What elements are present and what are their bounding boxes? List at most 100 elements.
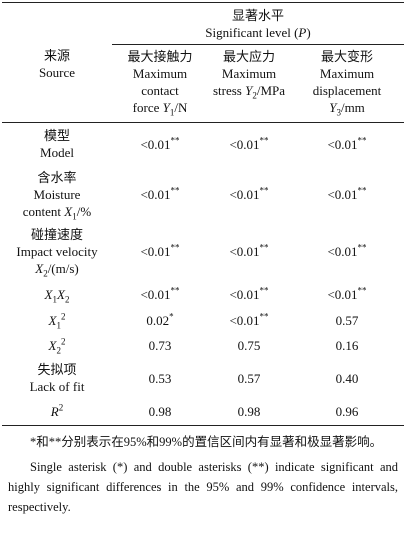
text-segment: 1	[56, 320, 61, 331]
cell-line: <0.01**	[290, 286, 404, 303]
cell-line: <0.01**	[208, 136, 290, 153]
cell-line: <0.01**	[290, 136, 404, 153]
cell-line: 0.40	[290, 370, 404, 387]
text-segment: <0.01	[140, 244, 171, 259]
cell-line: 0.53	[112, 370, 208, 387]
text-segment: 2	[60, 311, 66, 322]
text-segment: <0.01	[229, 312, 260, 328]
table-cell: 0.57	[208, 358, 290, 399]
table-row: X12 0.02* <0.01** 0.57	[2, 308, 404, 333]
text-segment: 0.75	[237, 337, 261, 353]
text-segment: **	[259, 135, 269, 146]
text-segment: 最大接触力	[127, 49, 193, 64]
text-segment: <0.01	[229, 136, 260, 152]
table-cell: <0.01**	[112, 281, 208, 308]
cell-line: 0.96	[290, 403, 404, 420]
text-segment: Maximum	[221, 66, 277, 81]
text-segment: 含水率	[37, 169, 77, 185]
header-row: 最大接触力 Maximum contact force Y1/N 最大应力 Maximum…	[2, 44, 405, 123]
cell-line: 0.98	[208, 403, 290, 420]
text-segment: 2	[56, 345, 61, 356]
text-segment: /N	[174, 100, 188, 115]
cell-line: Lack of fit	[2, 378, 112, 395]
text-segment: <0.01	[327, 244, 358, 259]
text-segment: Y	[329, 100, 337, 115]
row-source: 模型 Model	[2, 123, 112, 166]
text-segment: Moisture	[33, 186, 81, 202]
text-segment: content	[22, 203, 65, 219]
text-segment: 2	[43, 268, 48, 279]
table-cell: <0.01**	[208, 308, 290, 333]
text-segment: contact	[141, 83, 179, 98]
table-row: 含水率 Moisture content X1/% <0.01** <0.01** <0.…	[2, 166, 404, 223]
cell-line: contact	[112, 82, 208, 99]
table-row: 模型 Model <0.01** <0.01** <0.01**	[2, 123, 404, 166]
table-cell: <0.01**	[208, 281, 290, 308]
cell-line: displacement	[290, 82, 404, 99]
text-segment: 失拟项	[37, 362, 77, 377]
text-segment: Maximum	[132, 66, 188, 81]
table-cell: 0.40	[290, 358, 404, 399]
table-cell: <0.01**	[290, 281, 404, 308]
footnote: *和**分别表示在95%和99%的置信区间内有显著和极显著影响。	[30, 435, 383, 449]
text-segment: Lack of fit	[29, 379, 85, 394]
cell-line: <0.01**	[112, 286, 208, 303]
text-segment: 0.57	[237, 370, 261, 386]
text-segment: 0.16	[335, 337, 359, 353]
table-cell: 0.98	[208, 398, 290, 426]
cell-line: Moisture	[2, 186, 112, 203]
footnote: Single asterisk (*) and double asterisks…	[8, 460, 398, 514]
text-segment: 0.73	[148, 337, 172, 353]
table-cell: 0.96	[290, 398, 405, 426]
text-segment: 0.40	[335, 370, 359, 386]
cell-line: <0.01**	[208, 286, 290, 303]
text-segment: force	[132, 100, 163, 115]
text-segment: X	[48, 312, 57, 328]
text-segment: **	[170, 242, 180, 253]
cell-line: 失拟项	[2, 361, 112, 378]
cell-line: Maximum	[112, 65, 208, 82]
text-segment: **	[170, 285, 180, 296]
text-segment: 0.57	[335, 312, 359, 328]
text-segment: displacement	[312, 83, 382, 98]
table-row: X22 0.73 0.75 0.16	[2, 333, 404, 358]
table-cell: <0.01**	[290, 223, 404, 281]
cell-line: <0.01**	[290, 186, 404, 203]
text-segment: <0.01	[229, 186, 260, 202]
table-cell: 0.02*	[112, 308, 208, 333]
text-segment: /MPa	[256, 83, 286, 98]
cell-line: 最大变形	[290, 48, 404, 65]
text-segment: Y	[162, 100, 170, 115]
text-segment: **	[259, 185, 269, 196]
cell-line: Y3/mm	[290, 99, 404, 117]
text-segment: 2	[60, 336, 66, 347]
row-source: X12	[2, 308, 112, 333]
text-segment: **	[259, 311, 269, 322]
cell-line: X12	[2, 311, 112, 331]
text-segment: 0.98	[237, 404, 261, 420]
table-cell: 0.16	[290, 333, 404, 358]
footnotes: *和**分别表示在95%和99%的置信区间内有显著和极显著影响。 Single a…	[0, 426, 406, 517]
table-cell: <0.01**	[112, 123, 208, 166]
table-row: X1X2 <0.01** <0.01** <0.01**	[2, 281, 404, 308]
table-cell: <0.01**	[208, 166, 290, 223]
cell-line: 0.57	[290, 312, 404, 329]
source-header: 来源 Source	[2, 2, 112, 123]
row-source: X1X2	[2, 281, 112, 308]
row-source: R2	[2, 398, 112, 426]
cell-line: force Y1/N	[112, 99, 208, 117]
cell-line: <0.01**	[208, 312, 290, 329]
cell-line: 碰撞速度	[2, 226, 112, 243]
cell-line: Maximum	[290, 65, 404, 82]
table: 来源 Source 显著水平 Significant level (P) 最大接触力 Ma…	[2, 2, 405, 426]
text-segment: 2	[64, 294, 70, 305]
text-segment: X	[44, 286, 53, 302]
table-row: 碰撞速度 Impact velocity X2/(m/s) <0.01** <0.01*…	[2, 223, 404, 281]
cell-line: X22	[2, 336, 112, 356]
text-segment: **	[357, 242, 367, 253]
cell-line: 0.16	[290, 337, 404, 354]
row-source: X22	[2, 333, 112, 358]
text-segment: Impact velocity	[16, 244, 98, 259]
